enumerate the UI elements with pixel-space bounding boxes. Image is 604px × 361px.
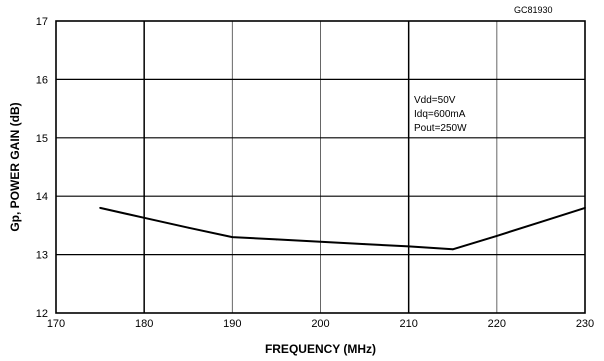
data-point: [319, 240, 322, 243]
y-tick-label: 12: [36, 308, 48, 320]
data-point: [363, 243, 366, 245]
x-tick-label: 170: [47, 318, 65, 330]
data-point: [187, 226, 190, 229]
data-point: [143, 216, 146, 219]
annotation-vdd: Vdd=50V: [414, 95, 456, 106]
data-point: [231, 236, 234, 238]
data-point: [495, 235, 498, 237]
annotation-pout: Pout=250W: [414, 123, 467, 134]
x-tick-label: 230: [576, 318, 594, 330]
annotation-block: Vdd=50V Idq=600mA Pout=250W: [414, 95, 467, 134]
x-tick-label: 180: [135, 318, 153, 330]
y-tick-labels: 12 13 14 15 16 17: [36, 16, 48, 320]
y-tick-label: 13: [36, 250, 48, 262]
data-point: [99, 206, 101, 209]
gain-curve: [99, 206, 586, 251]
vertical-gridlines: [143, 21, 498, 313]
x-tick-label: 190: [223, 318, 241, 330]
horizontal-gridlines: [56, 78, 585, 256]
annotation-idq: Idq=600mA: [414, 109, 466, 120]
data-point: [451, 248, 454, 251]
data-point: [407, 245, 410, 248]
plot-frame: [55, 20, 586, 314]
y-tick-label: 17: [36, 16, 48, 28]
data-point: [540, 220, 542, 223]
y-tick-label: 14: [36, 191, 48, 203]
x-tick-labels: 170 180 190 200 210 220 230: [47, 318, 594, 330]
x-tick-label: 210: [399, 318, 417, 330]
data-point: [584, 206, 586, 209]
y-tick-label: 15: [36, 133, 48, 145]
series-group: [99, 206, 586, 251]
y-axis-label: Gp, POWER GAIN (dB): [8, 102, 22, 231]
x-tick-label: 220: [488, 318, 506, 330]
x-tick-label: 200: [311, 318, 329, 330]
x-axis-label: FREQUENCY (MHz): [265, 342, 376, 356]
data-point: [275, 238, 278, 241]
chart-code: GC81930: [514, 5, 553, 15]
y-tick-label: 16: [36, 74, 48, 86]
